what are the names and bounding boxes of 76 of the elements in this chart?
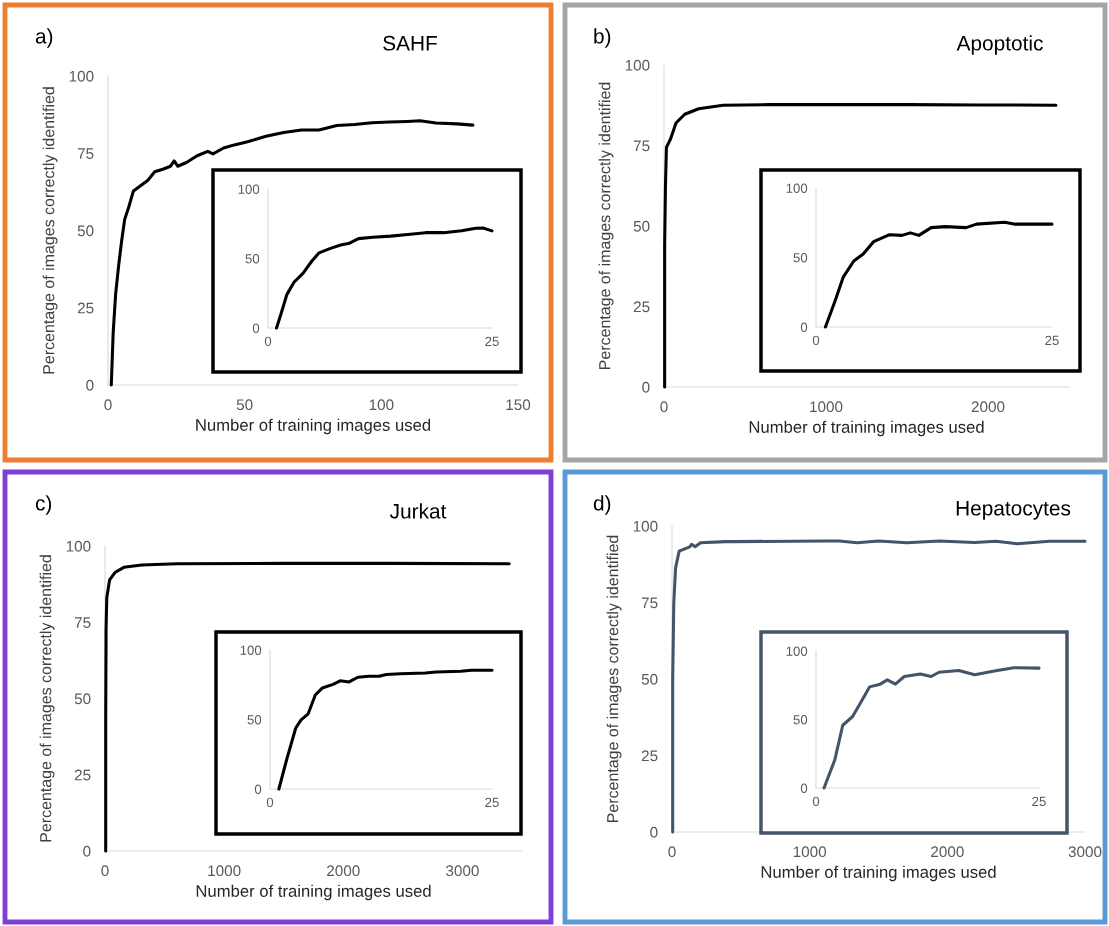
x-tick-label: 25 [485, 336, 499, 347]
y-tick-label: 0 [800, 322, 808, 332]
line-series [109, 119, 475, 387]
text: a) [35, 28, 53, 48]
x-axis-title: Number of training images used [196, 884, 431, 901]
y-tick-label: 100 [238, 184, 260, 194]
y-tick-label: 75 [641, 597, 658, 609]
line-series [823, 220, 1054, 329]
y-tick-label: 75 [633, 140, 650, 152]
y-tick-label: 50 [74, 693, 91, 705]
y-tick-label: 25 [633, 301, 650, 313]
chart-title: Apoptotic [956, 35, 1043, 55]
x-axis-title: Number of training images used [761, 865, 996, 882]
line-series [822, 666, 1041, 790]
y-tick-label: 25 [74, 769, 91, 781]
y-tick-label: 25 [77, 302, 94, 314]
text: c) [35, 495, 52, 515]
y-tick-label: 100 [625, 59, 650, 71]
y-tick-label: 100 [69, 70, 94, 82]
y-tick-label: 0 [254, 784, 262, 794]
x-tick-label: 1000 [810, 401, 843, 413]
x-tick-label: 2000 [971, 401, 1005, 413]
y-tick-label: 50 [245, 254, 260, 264]
y-axis-title: Percentage of images correctly identified [606, 535, 622, 822]
y-tick-label: 50 [793, 253, 808, 263]
y-tick-label: 50 [793, 715, 808, 725]
x-tick-label: 1000 [208, 865, 241, 877]
x-tick-label: 25 [1045, 335, 1059, 346]
x-tick-label: 2000 [931, 846, 964, 858]
y-tick-label: 0 [642, 381, 650, 393]
x-tick-label: 1000 [793, 846, 827, 858]
y-axis-title: Percentage of images correctly identified [598, 82, 614, 369]
chart-title: SAHF [383, 35, 437, 51]
x-tick-label: 0 [812, 796, 820, 807]
chart-title: Hepatocytes [956, 501, 1071, 520]
y-tick-label: 75 [74, 617, 91, 628]
text: d) [593, 495, 611, 515]
y-tick-label: 0 [86, 379, 94, 391]
x-tick-label: 3000 [1068, 846, 1102, 858]
x-tick-label: 100 [369, 399, 394, 411]
x-tick-label: 25 [1032, 796, 1046, 807]
y-tick-label: 50 [247, 715, 262, 725]
y-tick-label: 25 [641, 750, 658, 762]
chart-title: Jurkat [389, 503, 447, 519]
y-tick-label: 0 [252, 323, 260, 333]
y-tick-label: 0 [650, 826, 658, 838]
y-tick-label: 75 [77, 148, 94, 159]
x-tick-label: 0 [660, 401, 668, 413]
x-tick-label: 3000 [446, 865, 479, 877]
line-series [277, 668, 494, 791]
x-axis-title: Number of training images used [196, 418, 431, 435]
x-tick-label: 0 [266, 797, 274, 808]
x-tick-label: 0 [812, 335, 820, 346]
y-tick-label: 100 [786, 646, 808, 656]
x-tick-label: 150 [506, 399, 531, 411]
y-tick-label: 100 [633, 520, 658, 532]
y-axis-title: Percentage of images correctly identified [42, 87, 58, 374]
y-tick-label: 100 [240, 645, 262, 655]
text: b) [594, 28, 611, 48]
y-tick-label: 100 [66, 540, 91, 552]
line-series [104, 561, 511, 853]
x-tick-label: 0 [668, 846, 676, 858]
y-tick-label: 50 [77, 225, 94, 237]
x-tick-label: 25 [485, 797, 499, 808]
x-tick-label: 0 [104, 399, 112, 411]
y-tick-label: 0 [800, 783, 808, 793]
x-tick-label: 0 [101, 865, 109, 877]
y-tick-label: 50 [641, 673, 658, 685]
y-axis-title: Percentage of images correctly identified [39, 555, 55, 842]
line-series [274, 226, 494, 330]
x-tick-label: 0 [264, 336, 272, 347]
x-axis-title: Number of training images used [749, 420, 984, 437]
line-series [663, 103, 1058, 389]
x-tick-label: 2000 [327, 865, 360, 877]
y-tick-label: 50 [633, 220, 650, 232]
y-tick-label: 100 [786, 183, 808, 193]
